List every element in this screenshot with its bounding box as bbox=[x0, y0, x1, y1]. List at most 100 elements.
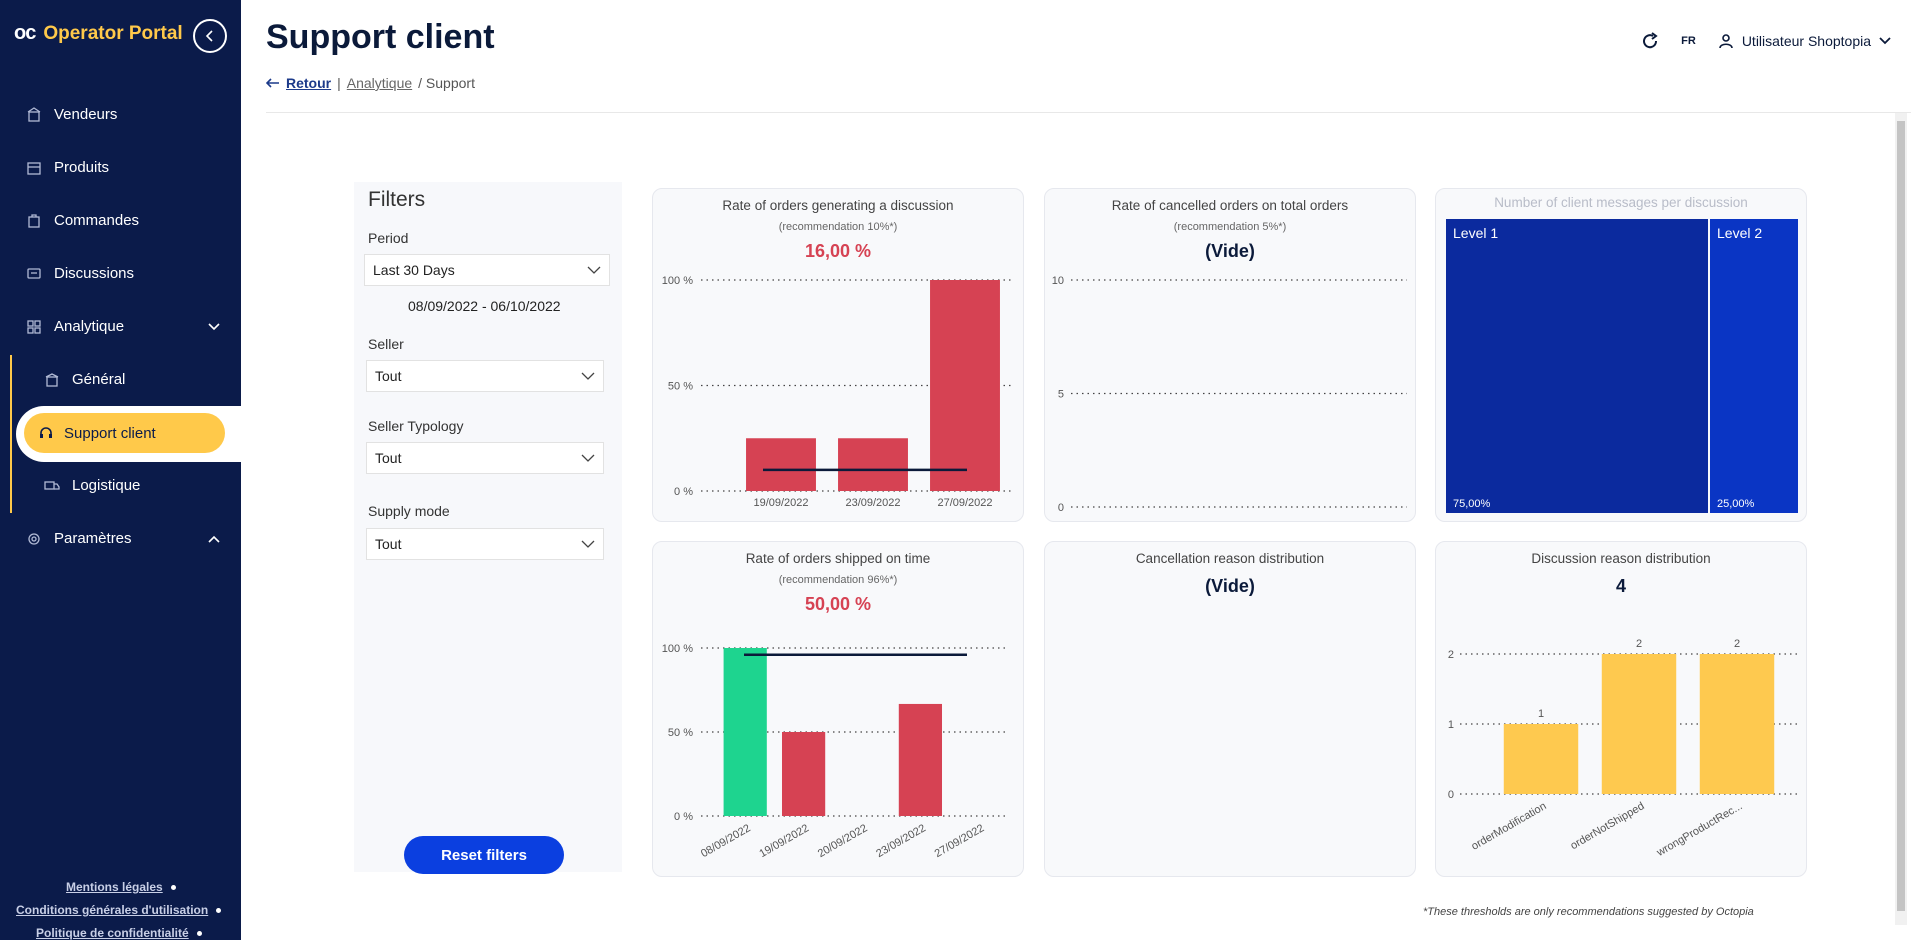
chat-icon bbox=[27, 267, 41, 279]
brand[interactable]: oc Operator Portal bbox=[14, 22, 183, 45]
data-label: 2 bbox=[1636, 638, 1642, 650]
sidebar-item-label: Discussions bbox=[54, 265, 135, 282]
x-tick-label: 08/09/2022 bbox=[699, 822, 753, 860]
header-actions: FR Utilisateur Shoptopia bbox=[1641, 32, 1891, 50]
typology-value: Tout bbox=[375, 450, 402, 466]
bar bbox=[898, 703, 943, 816]
card-title: Number of client messages per discussion bbox=[1494, 195, 1748, 210]
chevron-down-icon bbox=[581, 540, 595, 548]
card-discussion-reasons: Discussion reason distribution 4 0 1 2 1 ord… bbox=[1435, 541, 1807, 877]
store-icon bbox=[45, 372, 59, 387]
bar bbox=[1699, 654, 1775, 794]
treemap-chart: Level 1 75,00% Level 2 25,00% bbox=[1446, 219, 1798, 513]
bag-icon bbox=[28, 213, 40, 228]
card-value: 4 bbox=[1615, 576, 1626, 596]
sidebar-item-support-client[interactable]: Support client bbox=[24, 413, 225, 453]
footer-link-mentions[interactable]: Mentions légales bbox=[66, 880, 176, 894]
card-recommendation: (recommendation 10%*) bbox=[778, 221, 898, 233]
refresh-icon[interactable] bbox=[1641, 32, 1659, 50]
period-select[interactable]: Last 30 Days bbox=[364, 254, 610, 286]
y-tick-label: 0 bbox=[1448, 789, 1454, 801]
chevron-left-icon bbox=[205, 30, 213, 42]
typology-select[interactable]: Tout bbox=[366, 442, 604, 474]
card-value: 16,00 % bbox=[804, 241, 872, 261]
brand-logo: oc bbox=[14, 22, 36, 44]
back-link[interactable]: Retour bbox=[286, 75, 332, 91]
box-icon bbox=[27, 161, 41, 175]
y-tick-label: 5 bbox=[1058, 389, 1064, 401]
reset-filters-button[interactable]: Reset filters bbox=[404, 836, 564, 874]
chevron-down-icon[interactable] bbox=[208, 323, 220, 331]
sidebar-item-label: Général bbox=[72, 371, 126, 388]
supply-label: Supply mode bbox=[368, 503, 450, 519]
card-value: (Vide) bbox=[1205, 576, 1255, 596]
dot-icon bbox=[196, 930, 202, 936]
cell-label: Level 1 bbox=[1453, 225, 1498, 241]
dot-icon bbox=[170, 884, 176, 890]
bar-chart: 0 1 2 1 orderModification 2 orderNotShipped 2 wr… bbox=[1448, 638, 1798, 859]
bar bbox=[838, 438, 908, 491]
scrollbar[interactable] bbox=[1895, 113, 1907, 925]
filters-title: Filters bbox=[368, 188, 426, 211]
card-value: 50,00 % bbox=[804, 594, 872, 614]
chevron-down-icon bbox=[1879, 37, 1891, 45]
seller-label: Seller bbox=[368, 336, 404, 352]
footer-link-label: Politique de confidentialité bbox=[36, 926, 189, 940]
card-cancelled-rate: Rate of cancelled orders on total orders… bbox=[1044, 188, 1416, 522]
filters-panel: Filters Period Last 30 Days 08/09/2022 -… bbox=[354, 182, 622, 874]
sidebar-item-label: Commandes bbox=[54, 212, 140, 229]
bar bbox=[723, 648, 767, 816]
period-value: Last 30 Days bbox=[373, 262, 455, 278]
bar-chart: 0 5 10 bbox=[1052, 275, 1407, 514]
sidebar-item-produits[interactable]: Produits bbox=[26, 159, 109, 176]
sidebar-item-vendeurs[interactable]: Vendeurs bbox=[26, 106, 117, 123]
breadcrumb: Retour | Analytique / Support bbox=[266, 75, 475, 91]
card-title: Rate of orders shipped on time bbox=[745, 551, 931, 566]
supply-select[interactable]: Tout bbox=[366, 528, 604, 560]
footer-link-privacy[interactable]: Politique de confidentialité bbox=[36, 926, 202, 940]
app-name: Operator Portal bbox=[43, 22, 183, 44]
header-divider bbox=[266, 112, 1911, 113]
typology-label: Seller Typology bbox=[368, 418, 464, 434]
x-tick-label: 19/09/2022 bbox=[757, 822, 811, 860]
card-messages-per-discussion: Number of client messages per discussion… bbox=[1435, 188, 1807, 522]
sidebar-item-parametres[interactable]: Paramètres bbox=[26, 530, 132, 547]
seller-select[interactable]: Tout bbox=[366, 360, 604, 392]
card-title: Cancellation reason distribution bbox=[1135, 551, 1325, 566]
bar-chart: 0 % 50 % 100 % 19/09/2022 23/09/2022 27/09/20… bbox=[662, 275, 1011, 509]
bar bbox=[781, 732, 826, 816]
sidebar-item-label: Support client bbox=[64, 424, 156, 442]
y-tick-label: 100 % bbox=[662, 643, 693, 655]
data-label: 2 bbox=[1734, 638, 1740, 650]
footer-link-label: Conditions générales d'utilisation bbox=[16, 903, 209, 917]
sidebar-item-label: Vendeurs bbox=[54, 106, 118, 123]
sidebar-item-logistique[interactable]: Logistique bbox=[44, 477, 140, 494]
sidebar-item-label: Logistique bbox=[72, 477, 141, 494]
supply-value: Tout bbox=[375, 536, 402, 552]
sidebar-item-label: Paramètres bbox=[54, 530, 132, 547]
treemap-cell bbox=[1446, 219, 1708, 513]
sidebar-item-general[interactable]: Général bbox=[44, 371, 125, 388]
x-tick-label: 23/09/2022 bbox=[845, 497, 900, 509]
sidebar-item-analytique[interactable]: Analytique bbox=[26, 318, 124, 335]
sidebar-item-discussions[interactable]: Discussions bbox=[26, 265, 134, 282]
card-title: Rate of orders generating a discussion bbox=[722, 198, 954, 213]
arrow-left-icon[interactable] bbox=[266, 78, 280, 88]
sidebar-item-commandes[interactable]: Commandes bbox=[26, 212, 139, 229]
y-tick-label: 2 bbox=[1448, 649, 1454, 661]
chevron-up-icon[interactable] bbox=[208, 535, 220, 543]
footer-link-cgu[interactable]: Conditions générales d'utilisation bbox=[16, 903, 222, 917]
breadcrumb-analytique[interactable]: Analytique bbox=[346, 75, 413, 91]
treemap-cell bbox=[1710, 219, 1798, 513]
collapse-sidebar-button[interactable] bbox=[193, 19, 227, 53]
cell-label: Level 2 bbox=[1717, 225, 1762, 241]
user-menu[interactable]: Utilisateur Shoptopia bbox=[1718, 33, 1891, 49]
language-switch[interactable]: FR bbox=[1681, 35, 1696, 47]
footer-link-label: Mentions légales bbox=[66, 880, 163, 894]
breadcrumb-current: / Support bbox=[418, 75, 475, 91]
cell-value-label: 25,00% bbox=[1717, 498, 1755, 510]
scrollbar-thumb[interactable] bbox=[1897, 121, 1905, 911]
card-discussion-rate: Rate of orders generating a discussion (… bbox=[652, 188, 1024, 522]
store-icon bbox=[27, 106, 41, 122]
sidebar-item-label: Analytique bbox=[54, 318, 125, 335]
